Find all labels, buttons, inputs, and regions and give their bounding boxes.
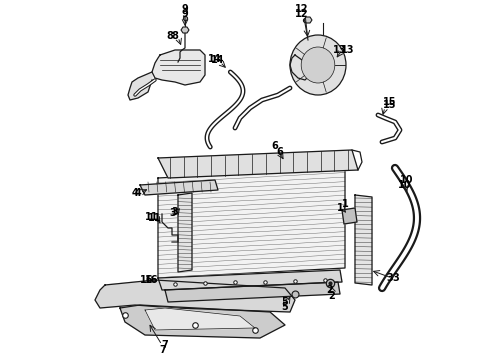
Text: 6: 6 <box>277 147 283 157</box>
Text: 1: 1 <box>337 203 343 213</box>
Polygon shape <box>140 180 218 195</box>
Text: 9: 9 <box>182 4 188 14</box>
Polygon shape <box>128 72 152 100</box>
Text: 15: 15 <box>383 97 397 107</box>
Polygon shape <box>158 270 342 290</box>
Polygon shape <box>181 27 189 33</box>
Polygon shape <box>342 208 357 224</box>
Text: 12: 12 <box>295 4 309 14</box>
Polygon shape <box>158 168 345 278</box>
Text: 12: 12 <box>295 9 309 19</box>
Text: 2: 2 <box>329 291 335 301</box>
Polygon shape <box>355 195 372 285</box>
Text: 11: 11 <box>148 213 162 223</box>
Text: 14: 14 <box>211 55 225 65</box>
Text: 5: 5 <box>282 297 289 307</box>
Polygon shape <box>152 50 205 85</box>
Text: 2: 2 <box>327 285 333 295</box>
Text: 16: 16 <box>140 275 154 285</box>
Text: 3: 3 <box>170 208 176 218</box>
Text: 13: 13 <box>333 45 347 55</box>
Text: 3: 3 <box>392 273 399 283</box>
Text: 6: 6 <box>271 141 278 151</box>
Text: 15: 15 <box>383 100 397 110</box>
Text: 7: 7 <box>160 345 167 355</box>
Polygon shape <box>158 150 358 178</box>
Polygon shape <box>165 282 340 302</box>
Polygon shape <box>120 305 285 338</box>
Text: 16: 16 <box>145 275 159 285</box>
Polygon shape <box>95 280 295 312</box>
Text: 1: 1 <box>342 199 348 209</box>
Text: 3: 3 <box>387 273 393 283</box>
Polygon shape <box>145 308 255 330</box>
Text: 8: 8 <box>167 31 173 41</box>
Text: 3: 3 <box>172 207 178 217</box>
Text: 10: 10 <box>400 175 414 185</box>
Polygon shape <box>304 17 312 23</box>
Text: 10: 10 <box>398 180 412 190</box>
Ellipse shape <box>301 47 335 83</box>
Ellipse shape <box>290 35 346 95</box>
Polygon shape <box>290 55 310 80</box>
Text: 4: 4 <box>135 188 142 198</box>
Text: 9: 9 <box>182 9 188 19</box>
Text: 8: 8 <box>172 31 178 41</box>
Text: 5: 5 <box>282 302 289 312</box>
Text: 11: 11 <box>145 212 159 222</box>
Text: 14: 14 <box>208 54 222 64</box>
Text: 4: 4 <box>132 188 138 198</box>
Text: 7: 7 <box>162 340 169 350</box>
Text: 13: 13 <box>341 45 355 55</box>
Polygon shape <box>178 193 192 272</box>
